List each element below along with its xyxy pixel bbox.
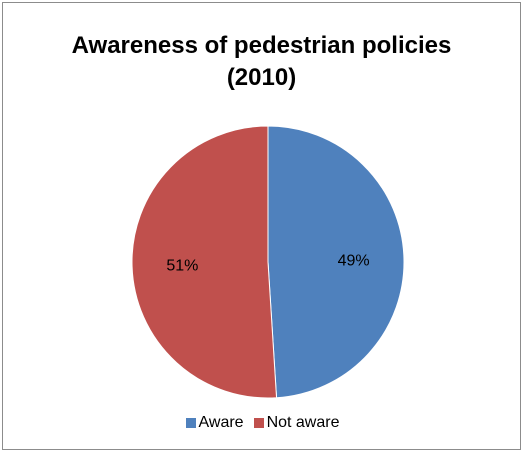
legend-swatch-not-aware	[253, 418, 264, 428]
legend-item-not-aware: Not aware	[253, 414, 340, 432]
legend-label-not-aware: Not aware	[266, 414, 340, 431]
data-label-not-aware: 51%	[166, 258, 198, 275]
chart-title: Awareness of pedestrian policies (2010)	[3, 30, 520, 94]
data-label-aware: 49%	[338, 252, 370, 269]
pie-slice-not-aware	[131, 125, 278, 399]
chart-title-line-1: Awareness of pedestrian policies	[71, 32, 452, 59]
legend: Aware Not aware	[0, 414, 525, 432]
legend-label-aware: Aware	[198, 414, 244, 431]
legend-swatch-aware	[185, 418, 196, 428]
pie-slice-aware	[267, 125, 405, 399]
chart-title-line-2: (2010)	[226, 64, 297, 91]
legend-item-aware: Aware	[185, 414, 244, 432]
